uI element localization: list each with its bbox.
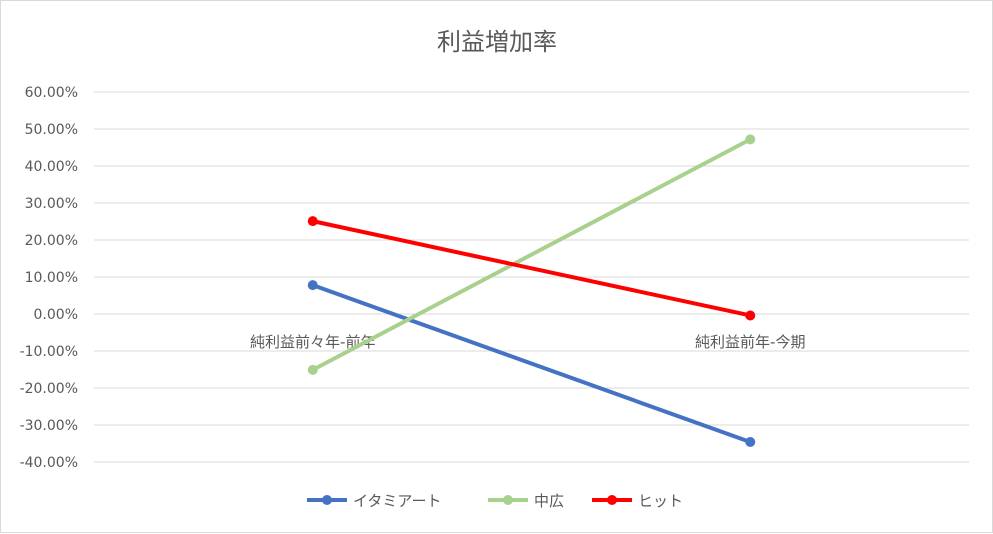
y-tick-label: 20.00% <box>25 233 78 249</box>
legend-marker <box>322 495 332 505</box>
legend-item: ヒット <box>592 492 683 510</box>
x-axis-categories: 純利益前々年-前年 純利益前年-今期 <box>250 333 805 351</box>
gridlines <box>94 91 969 463</box>
y-tick-label: 0.00% <box>34 307 78 323</box>
legend-marker <box>503 495 513 505</box>
y-tick-label: 50.00% <box>25 122 78 138</box>
legend-label: ヒット <box>638 492 683 510</box>
legend-label: 中広 <box>534 492 564 510</box>
data-point <box>745 134 756 145</box>
y-axis-ticks: 60.00% 50.00% 40.00% 30.00% 20.00% 10.00% 0.00… <box>20 85 78 471</box>
y-tick-label: 40.00% <box>25 159 78 175</box>
y-tick-label: -20.00% <box>20 381 78 397</box>
y-tick-label: 10.00% <box>25 270 78 286</box>
series-3 <box>307 216 756 321</box>
x-category-label: 純利益前々年-前年 <box>250 333 375 351</box>
y-tick-label: 30.00% <box>25 196 78 212</box>
legend-item: 中広 <box>488 492 564 510</box>
legend-label: イタミアート <box>353 492 442 510</box>
x-category-label: 純利益前年-今期 <box>695 333 805 351</box>
data-point <box>745 437 756 448</box>
data-point <box>745 310 756 321</box>
series-line <box>310 137 753 372</box>
series-line <box>310 283 753 445</box>
y-tick-label: -40.00% <box>20 455 78 471</box>
series-lines <box>307 134 756 448</box>
series-line <box>310 219 753 318</box>
legend-item: イタミアート <box>307 492 442 510</box>
data-point <box>307 280 318 291</box>
y-tick-label: 60.00% <box>25 85 78 101</box>
series-1 <box>307 280 756 448</box>
series-2 <box>307 134 756 375</box>
legend: イタミアート 中広 ヒット <box>307 492 683 510</box>
chart-title: 利益増加率 <box>437 28 557 56</box>
data-point <box>307 216 318 227</box>
y-tick-label: -30.00% <box>20 418 78 434</box>
y-tick-label: -10.00% <box>20 344 78 360</box>
legend-marker <box>607 495 617 505</box>
data-point <box>307 364 318 375</box>
